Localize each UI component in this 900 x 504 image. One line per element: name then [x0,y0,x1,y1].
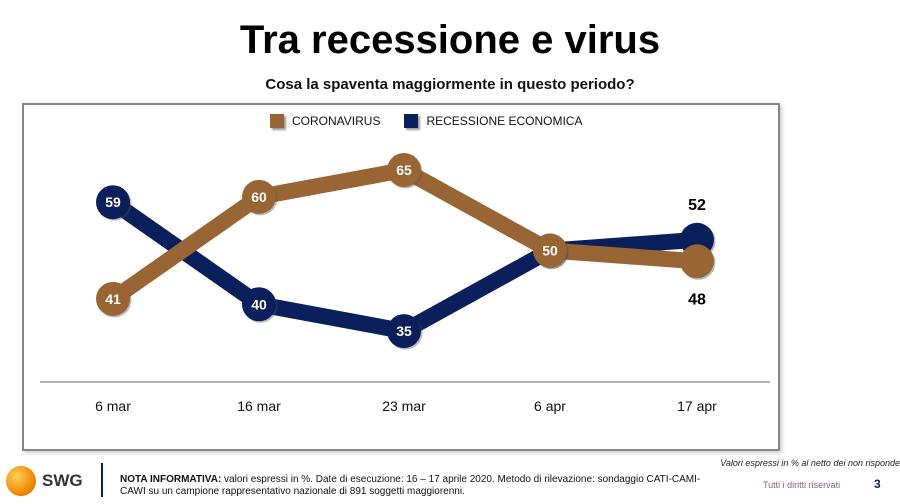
footer-note: NOTA INFORMATIVA: valori espressi in %. … [120,474,720,498]
data-label: 52 [688,197,706,214]
divider [101,463,103,497]
chart-subtitle: Cosa la spaventa maggiormente in questo … [265,76,635,93]
data-label: 60 [251,189,267,205]
data-label: 41 [105,291,121,307]
logo-ball-icon [6,466,36,496]
legend-item-recessione: RECESSIONE ECONOMICA [404,114,582,128]
legend-item-coronavirus: CORONAVIRUS [270,114,380,128]
series-line-1 [108,195,698,340]
legend: CORONAVIRUS RECESSIONE ECONOMICA [270,114,582,128]
data-label: 50 [542,243,558,259]
data-point [387,314,421,349]
data-label: 59 [105,194,121,210]
x-tick-label: 6 mar [95,398,131,414]
data-label: 35 [396,323,412,339]
data-point [242,179,276,214]
x-tick-label: 23 mar [382,398,426,414]
legend-label: CORONAVIRUS [292,114,381,128]
x-tick-label: 6 apr [534,398,566,414]
legend-label: RECESSIONE ECONOMICA [426,114,583,128]
data-label: 48 [688,291,706,308]
logo-text: SWG [42,471,83,490]
values-note: Valori espressi in % al netto dei non ri… [720,458,900,468]
series-line-0 [108,162,698,306]
legend-swatch [404,114,419,128]
page-number: 3 [874,477,881,491]
legend-swatch [270,114,284,128]
x-tick-label: 16 mar [237,398,281,414]
data-label: 40 [251,296,267,312]
data-point [242,287,276,322]
x-tick-label: 17 apr [677,398,717,414]
chart-frame [22,103,780,451]
data-point [96,281,130,316]
data-point [96,185,130,220]
data-point [387,153,421,187]
note-text: valori espressi in %. Date di esecuzione… [120,474,701,497]
note-label: NOTA INFORMATIVA: [120,474,222,485]
data-point [533,233,567,268]
rights-reserved: Tutti i diritti riservati [763,480,841,490]
data-point [680,244,714,279]
swg-logo: SWG [6,466,83,496]
data-label: 65 [396,162,412,178]
page-title: Tra recessione e virus [239,18,661,62]
